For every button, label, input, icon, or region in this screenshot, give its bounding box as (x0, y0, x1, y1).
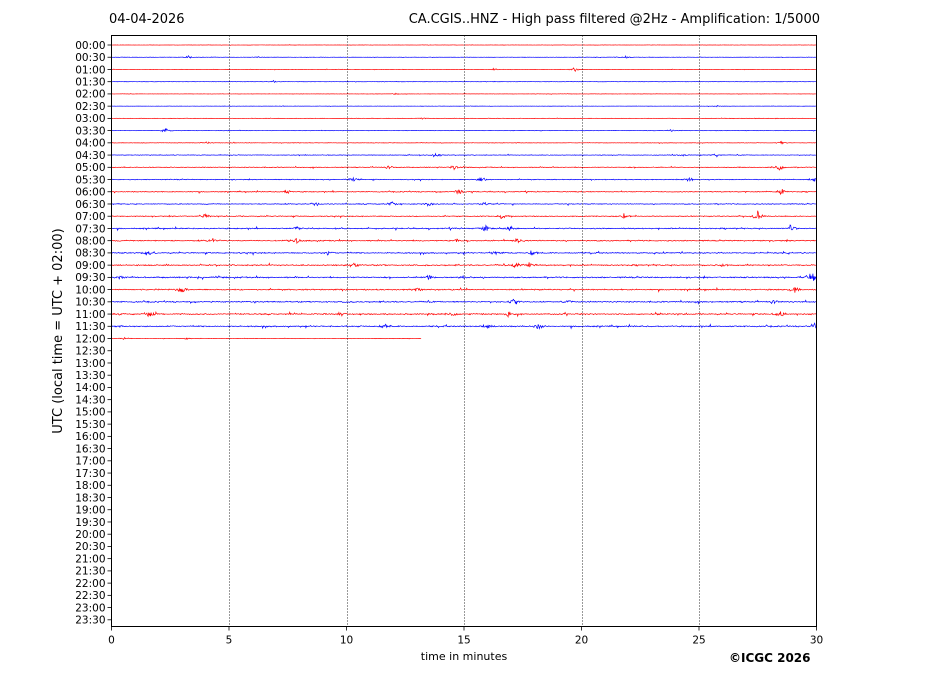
x-tick-label: 10 (340, 635, 353, 647)
y-tick-label: 13:00 (75, 358, 105, 370)
y-tick-label: 11:00 (75, 309, 105, 321)
traces-layer (111, 44, 817, 341)
y-tick-label: 19:00 (75, 505, 105, 517)
x-tick-label: 25 (692, 635, 705, 647)
y-tick-label: 12:30 (75, 346, 105, 358)
trace-row-0830 (111, 250, 816, 256)
y-tick-label: 03:30 (75, 125, 105, 137)
trace-row-1100 (111, 310, 817, 318)
y-tick-label: 22:00 (75, 578, 105, 590)
trace-row-0000 (111, 44, 816, 46)
y-tick-label: 14:30 (75, 394, 105, 406)
trace-row-0430 (111, 152, 816, 158)
y-tick-label: 08:00 (75, 235, 105, 247)
y-tick-label: 02:30 (75, 101, 105, 113)
y-tick-label: 03:00 (75, 113, 105, 125)
plot-frame (111, 35, 817, 627)
y-tick-label: 23:30 (75, 615, 105, 627)
y-axis-title: UTC (local time = UTC + 02:00) (51, 228, 66, 433)
y-tick-label: 01:00 (75, 64, 105, 76)
trace-row-0200 (111, 92, 816, 95)
trace-row-0030 (111, 54, 816, 59)
y-tick-label: 04:30 (75, 150, 105, 162)
trace-row-0300 (111, 117, 816, 120)
y-tick-label: 21:30 (75, 566, 105, 578)
trace-row-1130 (111, 322, 817, 330)
y-tick-label: 10:00 (75, 284, 105, 296)
y-tick-label: 06:00 (75, 187, 105, 199)
y-tick-label: 07:00 (75, 211, 105, 223)
y-tick-label: 10:30 (75, 297, 105, 309)
y-tick-label: 05:00 (75, 162, 105, 174)
x-tick-label: 20 (575, 635, 588, 647)
y-tick-label: 07:30 (75, 223, 105, 235)
y-tick-label: 09:30 (75, 272, 105, 284)
y-tick-label: 02:00 (75, 89, 105, 101)
x-axis: 0 5 10 15 20 25 30 (108, 626, 823, 647)
y-tick-label: 06:30 (75, 199, 105, 211)
y-tick-label: 17:00 (75, 456, 105, 468)
x-tick-label: 5 (226, 635, 233, 647)
trace-row-0230 (111, 104, 816, 108)
trace-row-0730 (111, 224, 817, 232)
x-axis-title: time in minutes (421, 650, 508, 663)
y-tick-label: 13:30 (75, 370, 105, 382)
y-tick-label: 05:30 (75, 174, 105, 186)
y-tick-label: 00:00 (75, 40, 105, 52)
trace-row-0530 (111, 176, 817, 182)
y-tick-label: 00:30 (75, 52, 105, 64)
trace-row-0930 (111, 273, 817, 281)
copyright-notice: ©ICGC 2026 (729, 651, 811, 665)
y-tick-label: 23:00 (75, 602, 105, 614)
y-tick-label: 16:00 (75, 431, 105, 443)
y-tick-label: 20:00 (75, 529, 105, 541)
y-tick-label: 20:30 (75, 541, 105, 553)
chart-title: CA.CGIS..HNZ - High pass filtered @2Hz -… (408, 12, 820, 27)
trace-row-0130 (111, 79, 816, 84)
trace-row-1200 (111, 336, 422, 341)
y-tick-label: 22:30 (75, 590, 105, 602)
trace-row-0400 (111, 140, 816, 145)
y-tick-label: 15:00 (75, 407, 105, 419)
trace-row-0100 (111, 67, 816, 72)
trace-row-1030 (111, 298, 817, 305)
grid-layer (229, 35, 700, 627)
y-tick-label: 14:00 (75, 382, 105, 394)
y-tick-label: 15:30 (75, 419, 105, 431)
trace-row-0900 (111, 262, 816, 269)
trace-row-0630 (111, 201, 817, 207)
y-tick-label: 11:30 (75, 321, 105, 333)
y-tick-label: 16:30 (75, 443, 105, 455)
trace-row-1000 (111, 286, 817, 293)
y-tick-label: 18:30 (75, 492, 105, 504)
y-tick-label: 18:00 (75, 480, 105, 492)
y-tick-label: 17:30 (75, 468, 105, 480)
trace-row-0700 (111, 210, 817, 219)
y-tick-label: 12:00 (75, 333, 105, 345)
trace-row-0600 (111, 189, 817, 196)
x-tick-label: 0 (108, 635, 115, 647)
trace-row-0500 (111, 165, 816, 171)
y-tick-label: 21:00 (75, 553, 105, 565)
y-tick-label: 19:30 (75, 517, 105, 529)
y-tick-label: 01:30 (75, 76, 105, 88)
x-tick-label: 30 (810, 635, 823, 647)
trace-row-0330 (111, 128, 816, 133)
x-tick-label: 15 (457, 635, 470, 647)
y-tick-label: 08:30 (75, 248, 105, 260)
chart-date: 04-04-2026 (109, 12, 185, 27)
trace-row-0800 (111, 237, 817, 245)
y-tick-label: 09:00 (75, 260, 105, 272)
y-axis: 00:0000:3001:0001:3002:0002:3003:0003:30… (75, 40, 112, 627)
y-tick-label: 04:00 (75, 138, 105, 150)
